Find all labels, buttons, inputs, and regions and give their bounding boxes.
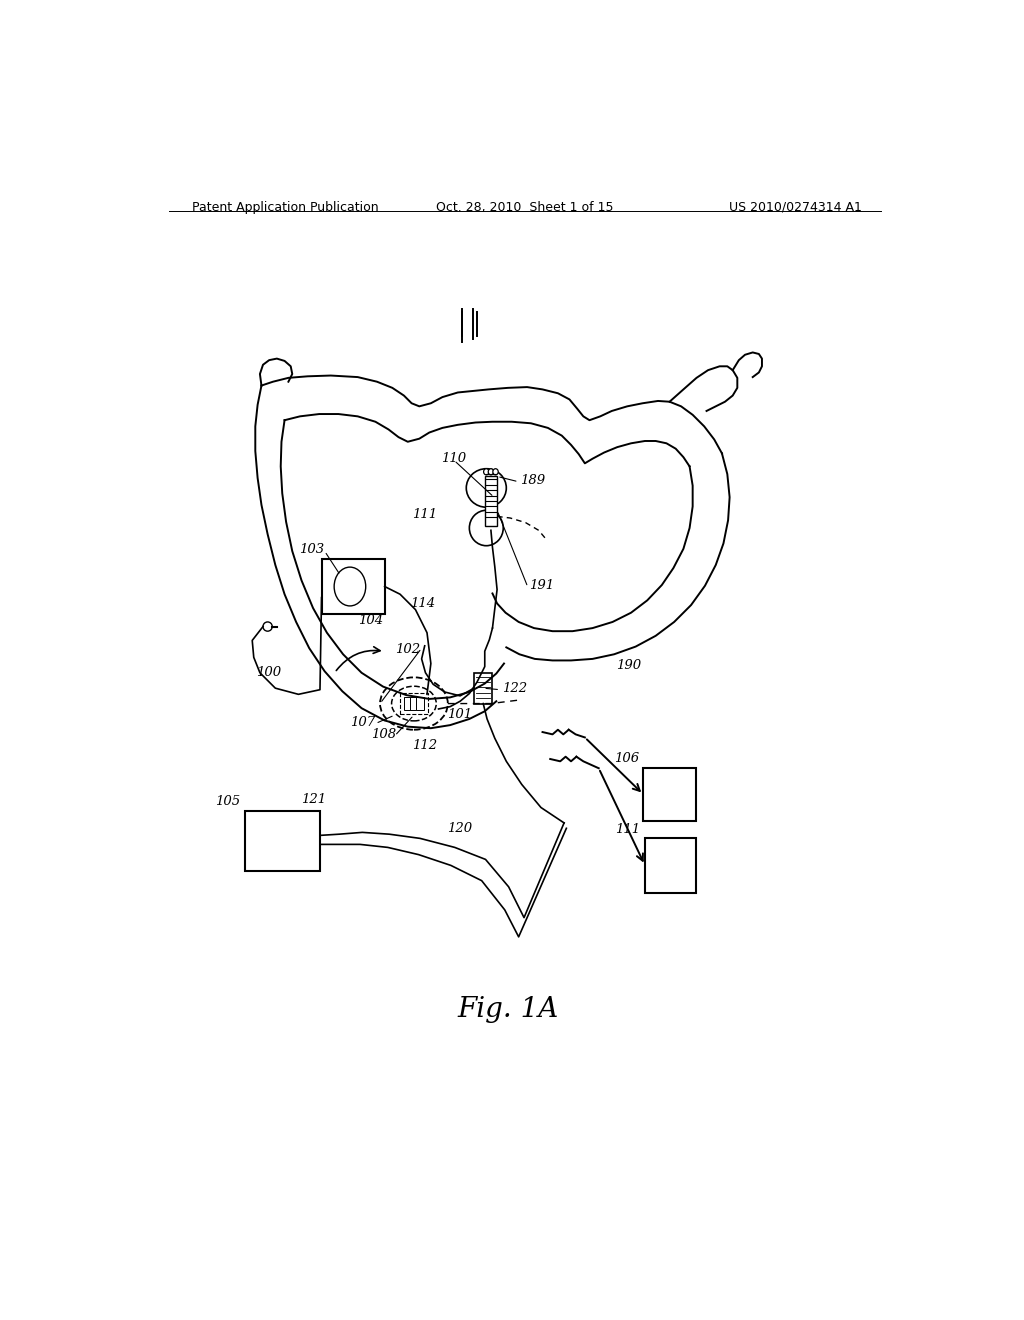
- Text: 101: 101: [447, 708, 473, 721]
- FancyBboxPatch shape: [474, 673, 493, 704]
- Ellipse shape: [469, 511, 503, 545]
- Ellipse shape: [380, 677, 447, 730]
- Ellipse shape: [488, 469, 494, 475]
- Text: US 2010/0274314 A1: US 2010/0274314 A1: [729, 201, 862, 214]
- FancyBboxPatch shape: [403, 697, 412, 710]
- Ellipse shape: [263, 622, 272, 631]
- Ellipse shape: [334, 568, 366, 606]
- Text: 191: 191: [529, 579, 555, 593]
- Text: 189: 189: [520, 474, 546, 487]
- Text: 121: 121: [301, 792, 327, 805]
- Text: 102: 102: [395, 643, 420, 656]
- Text: 100: 100: [256, 667, 281, 680]
- FancyBboxPatch shape: [400, 693, 428, 714]
- Text: 108: 108: [371, 727, 396, 741]
- Text: 105: 105: [215, 795, 240, 808]
- FancyBboxPatch shape: [484, 475, 497, 525]
- Ellipse shape: [493, 469, 499, 475]
- Text: Patent Application Publication: Patent Application Publication: [193, 201, 379, 214]
- Text: 107: 107: [350, 715, 376, 729]
- FancyBboxPatch shape: [645, 838, 695, 892]
- FancyBboxPatch shape: [416, 697, 424, 710]
- FancyBboxPatch shape: [322, 558, 385, 614]
- Ellipse shape: [483, 469, 489, 475]
- Text: 104: 104: [357, 614, 383, 627]
- Text: 190: 190: [615, 659, 641, 672]
- FancyBboxPatch shape: [643, 768, 695, 821]
- Text: 111: 111: [412, 508, 437, 520]
- Ellipse shape: [391, 686, 436, 721]
- Text: 111: 111: [615, 824, 640, 837]
- Text: 114: 114: [410, 597, 435, 610]
- Text: 120: 120: [447, 822, 473, 834]
- Text: Fig. 1A: Fig. 1A: [458, 995, 558, 1023]
- Text: 106: 106: [613, 752, 639, 766]
- Text: 112: 112: [412, 739, 437, 751]
- Text: 103: 103: [299, 543, 325, 556]
- FancyBboxPatch shape: [410, 697, 418, 710]
- Text: 110: 110: [441, 453, 467, 465]
- Text: Oct. 28, 2010  Sheet 1 of 15: Oct. 28, 2010 Sheet 1 of 15: [436, 201, 613, 214]
- Text: 122: 122: [502, 681, 526, 694]
- FancyBboxPatch shape: [245, 812, 319, 871]
- Ellipse shape: [466, 469, 506, 507]
